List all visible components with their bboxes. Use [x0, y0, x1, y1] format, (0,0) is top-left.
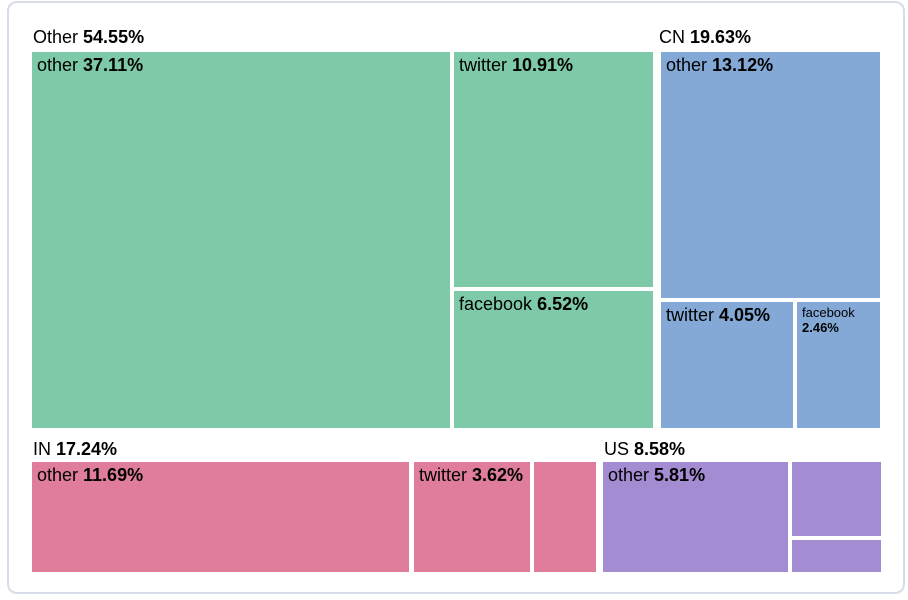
treemap-cell-cn-other[interactable]: other 13.12%: [661, 52, 880, 298]
treemap-cell-cn-twitter[interactable]: twitter 4.05%: [661, 302, 793, 428]
treemap-cell-in-other[interactable]: other 11.69%: [32, 462, 409, 572]
treemap-cell-us-unlabeled[interactable]: [792, 462, 881, 536]
treemap-cell-other-facebook[interactable]: facebook 6.52%: [454, 291, 653, 428]
treemap-cell-us-unlabeled[interactable]: [792, 540, 881, 572]
treemap-cell-in-twitter[interactable]: twitter 3.62%: [414, 462, 530, 572]
group-label-cn: CN 19.63%: [659, 27, 752, 47]
treemap-cell-cn-facebook[interactable]: facebook 2.46%: [797, 302, 880, 428]
treemap-cell-us-other[interactable]: other 5.81%: [603, 462, 788, 572]
treemap-cell-in-unlabeled[interactable]: [534, 462, 596, 572]
treemap-cell-other-other[interactable]: other 37.11%: [32, 52, 450, 428]
group-label-us: US 8.58%: [604, 439, 686, 459]
group-label-other: Other 54.55%: [33, 27, 145, 47]
group-label-in: IN 17.24%: [33, 439, 118, 459]
treemap-cell-other-twitter[interactable]: twitter 10.91%: [454, 52, 653, 287]
